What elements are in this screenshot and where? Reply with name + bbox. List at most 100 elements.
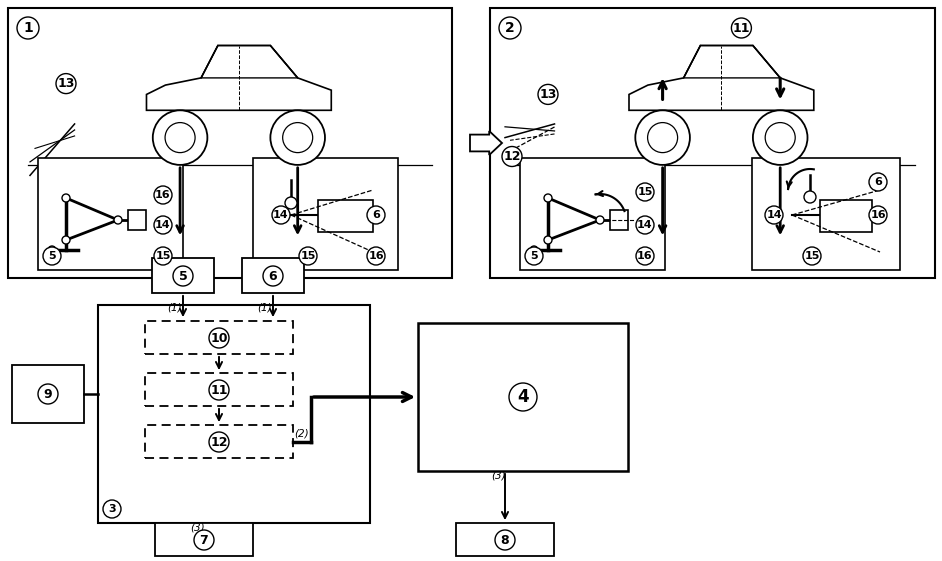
Circle shape bbox=[367, 206, 385, 224]
Circle shape bbox=[544, 194, 552, 202]
Circle shape bbox=[209, 328, 229, 348]
Circle shape bbox=[56, 73, 76, 94]
Circle shape bbox=[194, 530, 214, 550]
Circle shape bbox=[731, 18, 752, 38]
Text: 15: 15 bbox=[155, 251, 171, 261]
Circle shape bbox=[495, 530, 515, 550]
Text: 16: 16 bbox=[870, 210, 885, 220]
Bar bbox=[610, 210, 628, 230]
Circle shape bbox=[165, 123, 195, 153]
Bar bbox=[418, 323, 628, 471]
Bar bbox=[152, 258, 214, 293]
Bar bbox=[38, 158, 183, 270]
Circle shape bbox=[299, 247, 317, 265]
Circle shape bbox=[538, 84, 558, 104]
Bar bbox=[820, 200, 872, 232]
Text: 3: 3 bbox=[108, 504, 116, 514]
Text: 14: 14 bbox=[273, 210, 289, 220]
Text: (1): (1) bbox=[167, 303, 182, 313]
Bar bbox=[145, 425, 293, 458]
Circle shape bbox=[753, 111, 807, 165]
Bar bbox=[128, 210, 146, 230]
Text: 11: 11 bbox=[733, 21, 750, 34]
Text: 15: 15 bbox=[300, 251, 316, 261]
Text: 5: 5 bbox=[179, 269, 187, 283]
Circle shape bbox=[636, 247, 654, 265]
Circle shape bbox=[153, 111, 207, 165]
Text: 14: 14 bbox=[637, 220, 653, 230]
Text: (1): (1) bbox=[257, 303, 271, 313]
Bar bbox=[490, 8, 935, 278]
Circle shape bbox=[62, 194, 70, 202]
Text: 16: 16 bbox=[155, 190, 171, 200]
Bar bbox=[456, 523, 554, 556]
Text: (3): (3) bbox=[190, 523, 204, 533]
Circle shape bbox=[154, 247, 172, 265]
Text: 13: 13 bbox=[57, 77, 74, 90]
Circle shape bbox=[103, 500, 121, 518]
Text: 4: 4 bbox=[517, 388, 528, 406]
Text: 16: 16 bbox=[368, 251, 383, 261]
Bar bbox=[145, 321, 293, 354]
Circle shape bbox=[804, 191, 816, 203]
Circle shape bbox=[765, 123, 795, 153]
Text: (2): (2) bbox=[294, 429, 309, 439]
Text: 13: 13 bbox=[540, 88, 557, 101]
Circle shape bbox=[17, 17, 39, 39]
Circle shape bbox=[530, 246, 538, 254]
Text: 14: 14 bbox=[155, 220, 171, 230]
Text: 16: 16 bbox=[637, 251, 653, 261]
Bar bbox=[145, 373, 293, 406]
Circle shape bbox=[173, 266, 193, 286]
Text: 6: 6 bbox=[874, 177, 882, 187]
Circle shape bbox=[869, 173, 887, 191]
Text: 11: 11 bbox=[210, 384, 228, 397]
Bar bbox=[12, 365, 84, 423]
Circle shape bbox=[647, 123, 677, 153]
Bar bbox=[752, 158, 900, 270]
Text: 5: 5 bbox=[48, 251, 56, 261]
Circle shape bbox=[43, 247, 61, 265]
Circle shape bbox=[285, 197, 297, 209]
Circle shape bbox=[270, 111, 325, 165]
Circle shape bbox=[525, 247, 543, 265]
Text: (3): (3) bbox=[491, 471, 506, 481]
Bar bbox=[318, 200, 373, 232]
Text: 5: 5 bbox=[530, 251, 538, 261]
Circle shape bbox=[209, 380, 229, 400]
Bar bbox=[98, 305, 370, 523]
Text: 7: 7 bbox=[200, 534, 208, 546]
Circle shape bbox=[869, 206, 887, 224]
Text: 1: 1 bbox=[24, 21, 33, 35]
Circle shape bbox=[803, 247, 821, 265]
Bar bbox=[155, 523, 253, 556]
Circle shape bbox=[38, 384, 58, 404]
Text: 6: 6 bbox=[372, 210, 380, 220]
Text: 15: 15 bbox=[638, 187, 653, 197]
Polygon shape bbox=[470, 131, 502, 155]
Text: 6: 6 bbox=[268, 269, 277, 283]
Circle shape bbox=[765, 206, 783, 224]
Text: 9: 9 bbox=[43, 388, 53, 401]
Circle shape bbox=[272, 206, 290, 224]
Bar bbox=[8, 8, 452, 278]
Circle shape bbox=[48, 246, 56, 254]
Circle shape bbox=[636, 216, 654, 234]
Bar bbox=[242, 258, 304, 293]
Circle shape bbox=[509, 383, 537, 411]
Circle shape bbox=[114, 216, 122, 224]
Circle shape bbox=[209, 432, 229, 452]
Text: 12: 12 bbox=[503, 150, 521, 163]
Circle shape bbox=[499, 17, 521, 39]
Circle shape bbox=[263, 266, 283, 286]
Text: 10: 10 bbox=[210, 332, 228, 344]
Circle shape bbox=[635, 111, 690, 165]
Circle shape bbox=[636, 183, 654, 201]
Circle shape bbox=[154, 216, 172, 234]
Bar bbox=[520, 158, 665, 270]
Circle shape bbox=[283, 123, 313, 153]
Text: 14: 14 bbox=[766, 210, 782, 220]
Text: 15: 15 bbox=[804, 251, 820, 261]
Circle shape bbox=[154, 186, 172, 204]
Circle shape bbox=[544, 236, 552, 244]
